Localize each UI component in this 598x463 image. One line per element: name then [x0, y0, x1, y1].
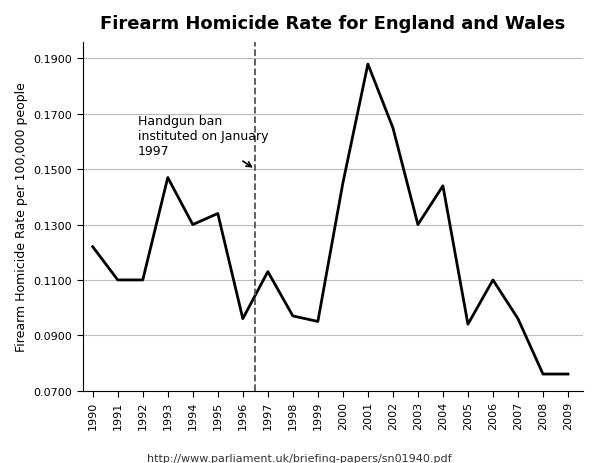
- Text: Handgun ban
instituted on January
1997: Handgun ban instituted on January 1997: [138, 115, 269, 167]
- Title: Firearm Homicide Rate for England and Wales: Firearm Homicide Rate for England and Wa…: [100, 15, 566, 33]
- Y-axis label: Firearm Homicide Rate per 100,000 people: Firearm Homicide Rate per 100,000 people: [15, 82, 28, 351]
- Text: http://www.parliament.uk/briefing-papers/sn01940.pdf: http://www.parliament.uk/briefing-papers…: [147, 453, 451, 463]
